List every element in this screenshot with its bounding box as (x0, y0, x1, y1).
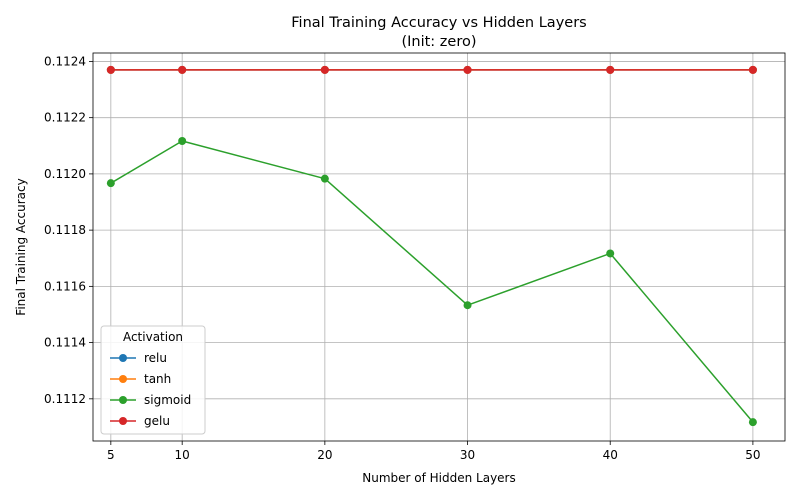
data-point-gelu (106, 65, 115, 74)
data-point-gelu (748, 65, 757, 74)
y-tick-label: 0.1116 (44, 279, 86, 293)
legend-title: Activation (123, 330, 183, 344)
series-lines (106, 65, 757, 427)
series-gelu (106, 65, 757, 74)
legend-box (100, 325, 206, 435)
legend-marker-relu (119, 354, 127, 362)
legend-item-relu: relu (110, 351, 167, 365)
legend-marker-tanh (119, 375, 127, 383)
gridlines (93, 53, 785, 441)
data-point-gelu (463, 65, 472, 74)
legend-item-gelu: gelu (110, 414, 170, 428)
y-tick-label: 0.1118 (44, 223, 86, 237)
y-tick-label: 0.1120 (44, 167, 86, 181)
data-point-gelu (178, 65, 187, 74)
legend-label-gelu: gelu (144, 414, 170, 428)
series-sigmoid (106, 137, 757, 427)
legend: Activation relu tanh sigmoid gelu (100, 325, 206, 435)
data-point-sigmoid (178, 137, 187, 146)
chart-subtitle: (Init: zero) (401, 34, 476, 50)
data-point-gelu (606, 65, 615, 74)
legend-marker-gelu (119, 417, 127, 425)
y-tick-label: 0.1114 (44, 336, 86, 350)
x-axis-ticks: 5 10 20 30 40 50 (107, 441, 761, 462)
data-point-sigmoid (320, 174, 329, 183)
x-tick-label: 40 (603, 448, 618, 462)
data-point-sigmoid (748, 418, 757, 427)
y-axis-label: Final Training Accuracy (14, 178, 28, 315)
data-point-gelu (320, 65, 329, 74)
legend-label-sigmoid: sigmoid (144, 393, 191, 407)
x-tick-label: 50 (745, 448, 760, 462)
x-axis-label: Number of Hidden Layers (362, 471, 516, 485)
legend-item-sigmoid: sigmoid (110, 393, 191, 407)
legend-item-tanh: tanh (110, 372, 171, 386)
data-point-sigmoid (106, 179, 115, 188)
y-tick-label: 0.1124 (44, 54, 86, 68)
x-tick-label: 5 (107, 448, 115, 462)
legend-label-relu: relu (144, 351, 167, 365)
x-tick-label: 30 (460, 448, 475, 462)
y-axis-ticks: 0.1112 0.1114 0.1116 0.1118 0.1120 0.1122 0.11… (44, 54, 93, 406)
y-tick-label: 0.1122 (44, 111, 86, 125)
legend-label-tanh: tanh (144, 372, 171, 386)
series-line-sigmoid (110, 140, 754, 423)
chart-title: Final Training Accuracy vs Hidden Layers (291, 15, 586, 31)
x-tick-label: 10 (175, 448, 190, 462)
legend-marker-sigmoid (119, 396, 127, 404)
data-point-sigmoid (463, 301, 472, 310)
x-tick-label: 20 (317, 448, 332, 462)
y-tick-label: 0.1112 (44, 392, 86, 406)
plot-frame (92, 52, 786, 442)
data-point-sigmoid (606, 249, 615, 258)
